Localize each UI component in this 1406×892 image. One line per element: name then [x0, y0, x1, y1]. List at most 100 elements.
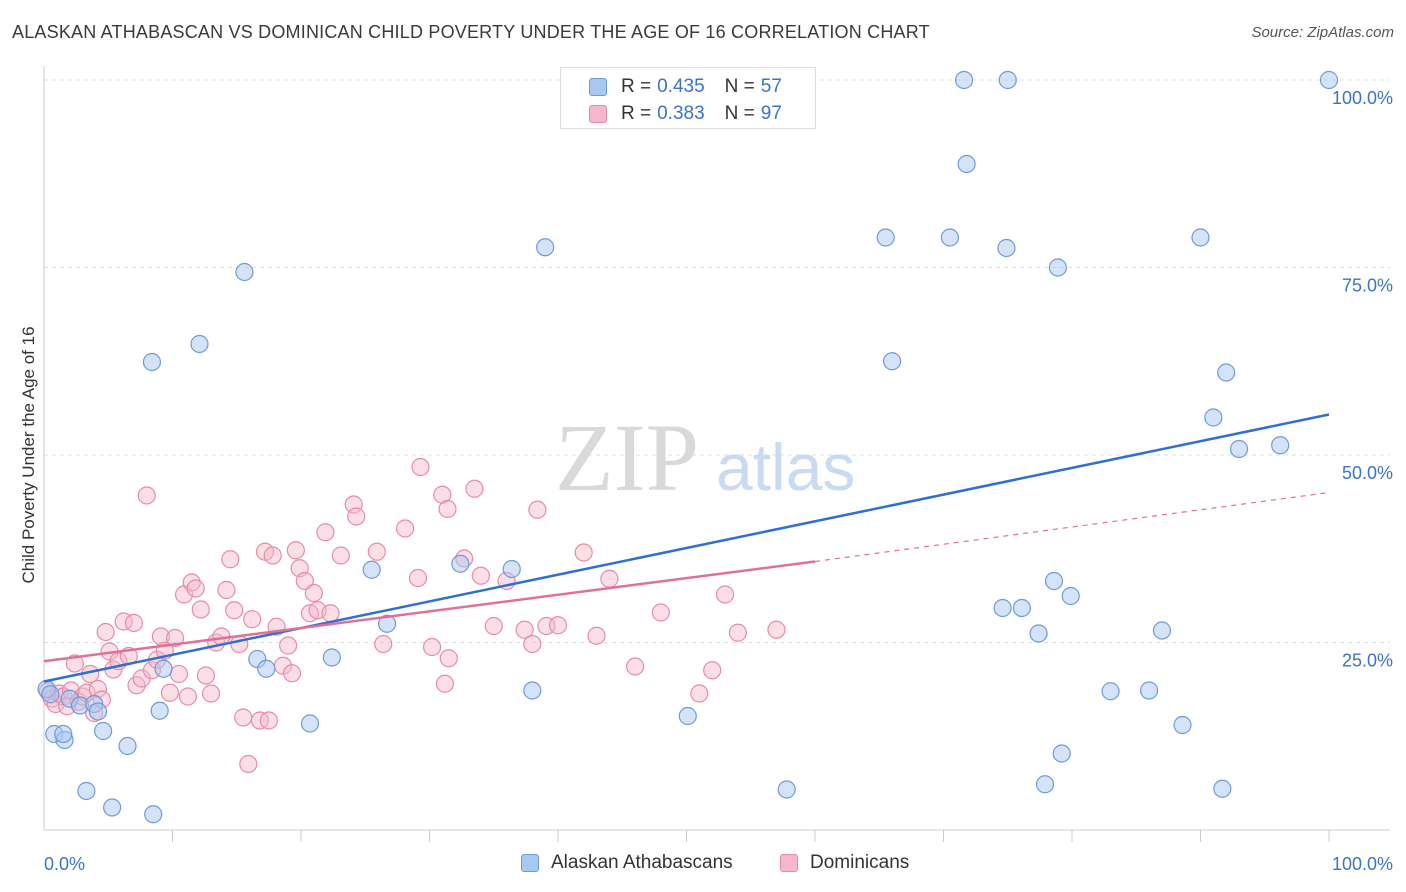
dominicans-point	[548, 616, 568, 635]
athabascan-point	[1052, 744, 1071, 763]
chart-title: ALASKAN ATHABASCAN VS DOMINICAN CHILD PO…	[12, 22, 930, 42]
athabascan-point	[77, 781, 96, 801]
trend-lines	[43, 413, 1330, 683]
dominicans-trendline	[43, 560, 816, 663]
athabascan-point	[1204, 408, 1223, 427]
dominicans-point	[96, 622, 115, 642]
dominicans-point	[625, 657, 645, 676]
athabascan-point	[998, 70, 1017, 90]
athabascan-point	[94, 721, 113, 741]
athabascan-point	[1029, 624, 1048, 643]
y-tick-label: 100.0%	[1332, 88, 1393, 108]
y-tick-label: 75.0%	[1342, 276, 1393, 296]
series-legend-dominicans[interactable]: Dominicans	[780, 852, 909, 874]
dominicans-point	[316, 523, 335, 542]
series-legend-athabascan[interactable]: Alaskan Athabascans	[521, 852, 733, 874]
athabascan-point	[190, 334, 209, 354]
dominicans-point	[465, 479, 484, 498]
legend-swatch-blue	[589, 78, 607, 96]
series-name-athabascan: Alaskan Athabascans	[551, 852, 733, 873]
athabascan-point	[377, 614, 397, 633]
legend-r-value: 0.383	[657, 103, 705, 124]
athabascan-point	[54, 724, 73, 744]
athabascan-point	[88, 702, 108, 721]
dominicans-point	[160, 683, 180, 702]
athabascan-point	[322, 648, 341, 667]
dominicans-point	[124, 613, 144, 633]
dominicans-point	[715, 585, 735, 604]
watermark: ZIP atlas	[555, 404, 855, 511]
dominicans-point	[728, 623, 748, 642]
athabascan-point	[257, 659, 276, 678]
athabascan-point	[957, 154, 976, 174]
athabascan-point	[1271, 436, 1290, 455]
series-swatch-pink	[780, 854, 798, 872]
dominicans-point	[574, 543, 593, 562]
athabascan-points	[37, 70, 1339, 824]
dominicans-point	[367, 542, 386, 561]
watermark-atlas: atlas	[716, 430, 855, 504]
athabascan-point	[502, 559, 521, 579]
dominicans-point	[169, 664, 189, 684]
dominicans-point	[331, 546, 350, 565]
athabascan-point	[1173, 715, 1192, 735]
watermark-zip: ZIP	[555, 404, 699, 511]
dominicans-point	[191, 600, 210, 619]
dominicans-point	[243, 610, 262, 629]
source-label: Source: ZipAtlas.com	[1251, 24, 1394, 41]
y-tick-label: 50.0%	[1342, 463, 1393, 483]
athabascan-point	[1012, 598, 1031, 618]
athabascan-point	[882, 352, 902, 371]
athabascan-point	[536, 238, 555, 257]
tick-labels: 25.0% 50.0% 75.0% 100.0% 0.0% 100.0%	[44, 88, 1393, 874]
dominicans-point	[239, 754, 258, 774]
athabascan-point	[103, 798, 122, 817]
athabascan-point	[997, 238, 1016, 258]
series-legend: Alaskan Athabascans Dominicans	[0, 852, 1406, 878]
athabascan-point	[940, 228, 960, 247]
dominicans-point	[515, 620, 534, 639]
athabascan-point	[876, 228, 895, 247]
athabascan-point	[118, 736, 137, 756]
athabascan-point	[154, 659, 173, 678]
athabascan-point	[1048, 258, 1067, 277]
dominicans-point	[703, 661, 722, 680]
dominicans-point	[439, 649, 458, 668]
athabascan-point	[678, 706, 697, 726]
dominicans-point	[221, 550, 240, 569]
dominicans-point	[471, 566, 490, 585]
athabascan-point	[150, 701, 169, 720]
legend-n-label: N =	[724, 76, 755, 97]
legend-r-label: R =	[621, 76, 652, 97]
dominicans-trendline-extension	[814, 491, 1330, 563]
athabascan-point	[41, 685, 60, 704]
dominicans-point	[411, 457, 430, 477]
athabascan-point	[144, 805, 163, 824]
athabascan-point	[1319, 70, 1339, 90]
dominicans-point	[321, 604, 340, 623]
dominicans-point	[165, 628, 185, 648]
dominicans-point	[690, 684, 709, 703]
legend-n-value: 97	[760, 103, 782, 124]
athabascan-point	[1044, 571, 1064, 591]
dominicans-point	[422, 637, 442, 657]
dominicans-point	[484, 616, 503, 636]
athabascan-point	[1229, 439, 1249, 459]
x-tick-label: 100.0%	[1332, 854, 1393, 874]
dominicans-point	[528, 500, 547, 519]
dominicans-point	[263, 546, 282, 565]
dominicans-point	[201, 684, 221, 703]
dominicans-point	[651, 603, 670, 622]
series-name-dominicans: Dominicans	[810, 852, 910, 873]
dominicans-point	[225, 601, 244, 620]
athabascan-point	[1217, 363, 1236, 382]
dominicans-point	[347, 507, 366, 526]
dominicans-point	[304, 583, 323, 603]
dominicans-point	[234, 708, 253, 727]
dominicans-point	[137, 486, 156, 505]
dominicans-point	[178, 687, 198, 706]
athabascan-point	[993, 598, 1012, 618]
dominicans-point	[279, 636, 298, 655]
y-axis-label: Child Poverty Under the Age of 16	[19, 326, 38, 583]
